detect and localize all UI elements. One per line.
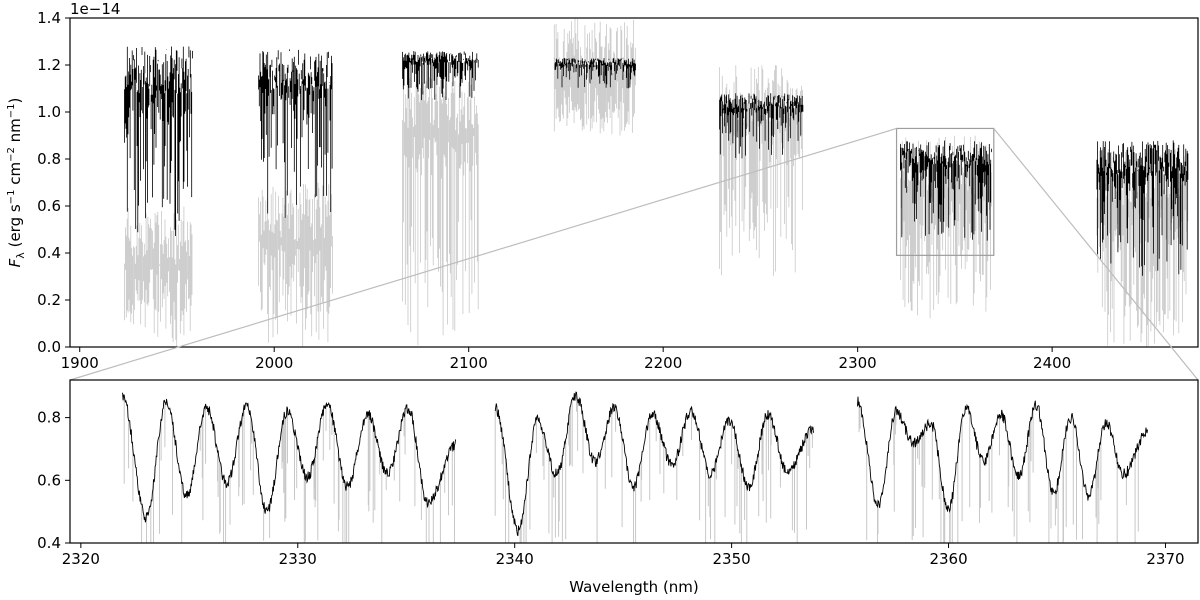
zoom-model-segment-1 — [123, 395, 455, 543]
main-y-tick-label: 1.2 — [37, 56, 61, 74]
main-y-tick-label: 1.0 — [37, 103, 61, 121]
main-y-tick-label: 0.2 — [37, 291, 61, 309]
main-y-tick-label: 1.4 — [37, 9, 61, 27]
main-y-axis-label: Fλ (erg s−1 cm−2 nm−1) — [6, 98, 27, 268]
zoom-y-tick-label: 0.6 — [37, 471, 61, 489]
zoom-model-series — [123, 392, 1139, 543]
zoom-x-tick-label: 2360 — [929, 550, 967, 568]
model-segment-3 — [402, 77, 479, 346]
zoom-x-ticks: 2320 2330 2340 2350 2360 2370 — [62, 543, 1185, 568]
zoom-model-segment-2 — [494, 392, 813, 543]
zoom-spectrum-panel: 2320 2330 2340 2350 2360 2370 0.4 0.6 0.8 Wavel… — [37, 379, 1199, 596]
main-x-tick-label: 2400 — [1033, 354, 1071, 372]
observed-segment-2 — [258, 49, 333, 218]
zoom-y-ticks: 0.4 0.6 0.8 — [37, 409, 70, 552]
main-y-tick-label: 0.0 — [37, 338, 61, 356]
observed-segment-6 — [900, 140, 992, 241]
offset-text: 1e−14 — [70, 0, 120, 18]
observed-segment-1 — [124, 46, 193, 236]
main-axes-frame — [69, 17, 1199, 348]
main-x-ticks: 1900 2000 2100 2200 2300 2400 — [61, 347, 1071, 372]
zoom-x-tick-label: 2330 — [279, 550, 317, 568]
main-y-axis-label-text: Fλ (erg s−1 cm−2 nm−1) — [6, 98, 27, 268]
connector-right — [993, 128, 1199, 381]
zoom-model-segment-3 — [858, 401, 1139, 543]
connector-left — [69, 127, 897, 381]
main-y-tick-label: 0.4 — [37, 244, 61, 262]
main-x-tick-label: 2300 — [839, 354, 877, 372]
zoom-observed-series — [122, 391, 1149, 537]
model-segment-5 — [719, 65, 803, 276]
zoom-y-tick-label: 0.4 — [37, 534, 61, 552]
main-x-tick-label: 1900 — [61, 354, 99, 372]
main-x-tick-label: 2200 — [644, 354, 682, 372]
main-x-tick-label: 2000 — [255, 354, 293, 372]
observed-segment-4 — [553, 58, 636, 89]
zoom-connector-lines — [69, 127, 1199, 381]
zoom-observed-segment-2 — [494, 391, 814, 537]
observed-segment-3 — [402, 51, 479, 101]
main-x-tick-label: 2100 — [450, 354, 488, 372]
observed-segment-7 — [1096, 140, 1189, 276]
zoom-x-tick-label: 2340 — [496, 550, 534, 568]
zoom-x-tick-label: 2350 — [713, 550, 751, 568]
zoom-y-tick-label: 0.8 — [37, 409, 61, 427]
zoom-x-tick-label: 2370 — [1146, 550, 1184, 568]
main-y-tick-label: 0.6 — [37, 197, 61, 215]
observed-segment-5 — [719, 93, 804, 159]
zoom-axes-frame — [69, 379, 1199, 544]
zoom-x-tick-label: 2320 — [62, 550, 100, 568]
zoom-observed-segment-1 — [122, 392, 457, 523]
model-segment-2 — [258, 182, 333, 347]
main-y-ticks: 0.0 0.2 0.4 0.6 0.8 1.0 1.2 1.4 — [37, 9, 70, 356]
main-observed-series — [124, 46, 1189, 276]
main-y-tick-label: 0.8 — [37, 150, 61, 168]
model-segment-1 — [124, 206, 193, 347]
main-spectrum-panel: 1900 2000 2100 2200 2300 2400 0.0 0.2 0.4 0.6 0.8… — [6, 0, 1199, 372]
zoom-observed-segment-3 — [856, 396, 1149, 513]
zoom-indicator-box — [895, 127, 995, 256]
zoom-x-axis-label: Wavelength (nm) — [569, 578, 699, 596]
